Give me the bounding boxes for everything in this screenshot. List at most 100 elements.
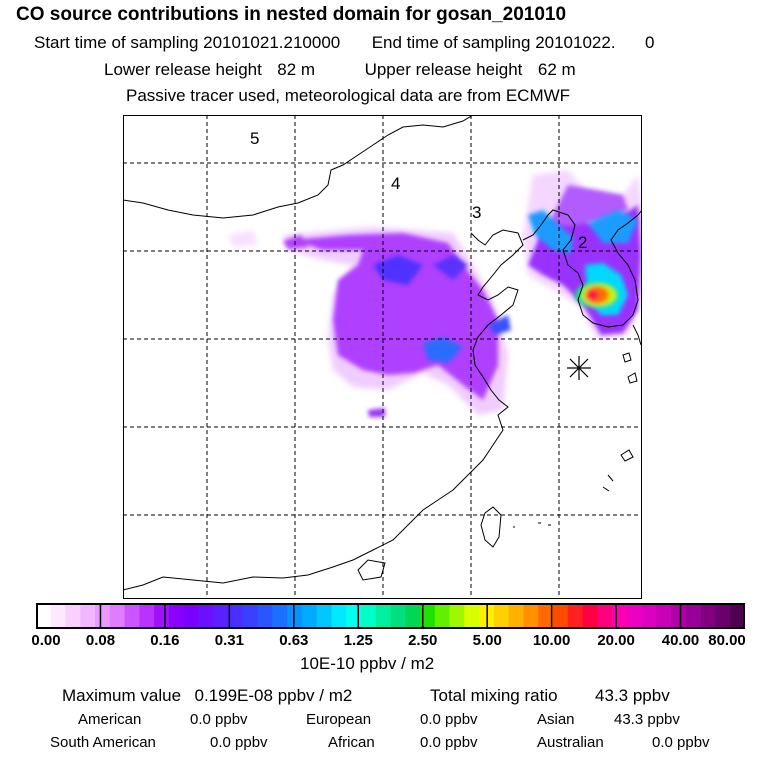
colorbar-cell — [700, 603, 717, 629]
colorbar-cell — [154, 603, 170, 629]
colorbar-cell — [641, 603, 657, 629]
colorbar-cell — [242, 603, 259, 629]
colorbar-cell — [109, 603, 126, 629]
colorbar-cell — [346, 603, 362, 629]
colorbar-tick-label: 0.00 — [31, 632, 61, 649]
region-name-european: European — [306, 711, 372, 728]
total-mixing-ratio-line: Total mixing ratio 43.3 ppbv — [430, 686, 670, 706]
sampling-time-line: Start time of sampling 20101021.210000 E… — [34, 33, 655, 53]
colorbar-cell — [183, 603, 200, 629]
colorbar-cell — [508, 603, 525, 629]
colorbar-cell — [375, 603, 392, 629]
colorbar — [36, 603, 745, 629]
colorbar-cell — [567, 603, 584, 629]
colorbar-cell — [228, 603, 244, 629]
colorbar-cell — [715, 603, 731, 629]
colorbar-tick-label: 0.63 — [279, 632, 309, 649]
colorbar-cell — [730, 603, 745, 629]
colorbar-cell — [257, 603, 273, 629]
colorbar-tick-label: 5.00 — [472, 632, 502, 649]
colorbar-cell — [656, 603, 672, 629]
start-time-label: Start time of sampling — [34, 33, 199, 52]
upper-height-label: Upper release height — [364, 60, 523, 79]
colorbar-cell — [523, 603, 539, 629]
colorbar-cell — [493, 603, 510, 629]
colorbar-tick-label: 1.25 — [343, 632, 373, 649]
total-value: 43.3 ppbv — [595, 686, 670, 705]
colorbar-cell — [597, 603, 613, 629]
colorbar-cell — [582, 603, 598, 629]
colorbar-cell — [449, 603, 465, 629]
colorbar-cell — [213, 603, 229, 629]
colorbar-cell — [612, 603, 628, 629]
colorbar-cell — [434, 603, 451, 629]
colorbar-cell — [139, 603, 155, 629]
region-name-asian: Asian — [537, 711, 575, 728]
region-value-african: 0.0 ppbv — [420, 734, 478, 751]
colorbar-cell — [552, 603, 569, 629]
start-time-value: 20101021.210000 — [203, 33, 341, 52]
colorbar-cell — [538, 603, 554, 629]
region-label-2: 2 — [578, 233, 587, 252]
colorbar-cell — [287, 603, 303, 629]
lower-height-value: 82 m — [277, 60, 316, 79]
map-title: CO source contributions in nested domain… — [16, 4, 567, 25]
region-value-south-american: 0.0 ppbv — [210, 734, 268, 751]
colorbar-cell — [301, 603, 318, 629]
colorbar-cell — [671, 603, 687, 629]
colorbar-tick-label: 2.50 — [408, 632, 438, 649]
plume-hotspot — [575, 282, 619, 308]
lat-lon-grid — [123, 115, 642, 599]
release-height-line: Lower release height 82 m Upper release … — [104, 60, 576, 80]
max-value: 0.199E-08 ppbv / m2 — [194, 686, 353, 705]
colorbar-cell — [36, 603, 52, 629]
region-label-3: 3 — [472, 203, 481, 222]
map-frame — [123, 115, 642, 599]
region-label-4: 4 — [391, 174, 400, 193]
maximum-value-line: Maximum value 0.199E-08 ppbv / m2 — [62, 686, 352, 706]
coastline — [123, 115, 642, 591]
colorbar-tick-label: 80.00 — [708, 632, 746, 649]
colorbar-cell — [626, 603, 643, 629]
colorbar-cell — [168, 603, 185, 629]
end-time-label: End time of sampling — [371, 33, 531, 52]
colorbar-tick-label: 10.00 — [532, 632, 571, 649]
colorbar-cell — [405, 603, 421, 629]
colorbar-tick-label: 40.00 — [661, 632, 700, 649]
end-time-value: 20101022. — [535, 33, 616, 52]
colorbar-cell — [685, 603, 702, 629]
colorbar-cell — [272, 603, 288, 629]
colorbar-frame — [36, 603, 745, 629]
lower-height-label: Lower release height — [104, 60, 262, 79]
colorbar-unit: 10E-10 ppbv / m2 — [300, 654, 435, 673]
contribution-map: 5 4 3 2 — [123, 115, 642, 599]
region-label-5: 5 — [250, 129, 259, 148]
receptor-star-icon — [567, 356, 591, 380]
region-name-african: African — [328, 734, 375, 751]
region-value-american: 0.0 ppbv — [190, 711, 248, 728]
colorbar-tick-label: 0.31 — [214, 632, 244, 649]
tracer-note: Passive tracer used, meteorological data… — [126, 86, 571, 105]
colorbar-cell — [331, 603, 347, 629]
colorbar-cell — [420, 603, 436, 629]
colorbar-cell — [65, 603, 81, 629]
colorbar-tick-label: 0.08 — [85, 632, 116, 649]
colorbar-cell — [80, 603, 96, 629]
upper-height-value: 62 m — [537, 60, 576, 79]
colorbar-cell — [198, 603, 214, 629]
colorbar-cell — [360, 603, 377, 629]
max-label: Maximum value — [62, 686, 182, 705]
colorbar-tick-label: 20.00 — [597, 632, 635, 649]
region-name-australian: Australian — [537, 734, 604, 751]
region-name-american: American — [78, 711, 142, 728]
colorbar-cell — [390, 603, 406, 629]
total-label: Total mixing ratio — [430, 686, 558, 705]
region-name-south-american: South American — [50, 734, 156, 751]
colorbar-cell — [316, 603, 333, 629]
colorbar-cell — [464, 603, 480, 629]
colorbar-cell — [50, 603, 67, 629]
end-time-value-2: 0 — [645, 33, 655, 52]
colorbar-cell — [95, 603, 111, 629]
region-value-asian: 43.3 ppbv — [614, 711, 680, 728]
region-value-australian: 0.0 ppbv — [652, 734, 710, 751]
